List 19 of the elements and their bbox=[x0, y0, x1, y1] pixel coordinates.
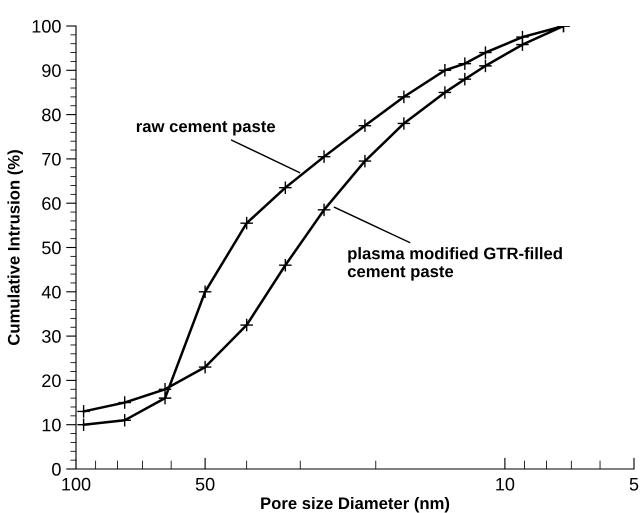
x-tick-label: 10 bbox=[496, 478, 514, 491]
y-tick-label: 20 bbox=[42, 374, 61, 388]
y-tick-label: 70 bbox=[42, 152, 61, 166]
annotation: plasma modified GTR-filled cement paste bbox=[348, 247, 562, 281]
y-tick-label: 10 bbox=[42, 418, 61, 432]
y-tick-label: 0 bbox=[52, 462, 61, 476]
y-tick-label: 80 bbox=[42, 108, 61, 122]
x-axis-title: Pore size Diameter (nm) bbox=[261, 496, 450, 512]
y-tick-label: 50 bbox=[42, 241, 61, 254]
y-tick-label: 100 bbox=[32, 20, 61, 33]
y-tick-label: 40 bbox=[42, 286, 61, 299]
x-tick-label: 50 bbox=[196, 478, 214, 491]
x-tick-label: 5 bbox=[630, 478, 638, 491]
x-tick-label: 100 bbox=[62, 478, 90, 491]
y-axis-title: Cumulative Intrusion (%) bbox=[7, 150, 23, 345]
y-tick-label: 30 bbox=[42, 330, 61, 343]
y-tick-label: 60 bbox=[42, 197, 61, 210]
annotation: raw cement paste bbox=[136, 121, 276, 136]
y-tick-label: 90 bbox=[42, 64, 61, 78]
